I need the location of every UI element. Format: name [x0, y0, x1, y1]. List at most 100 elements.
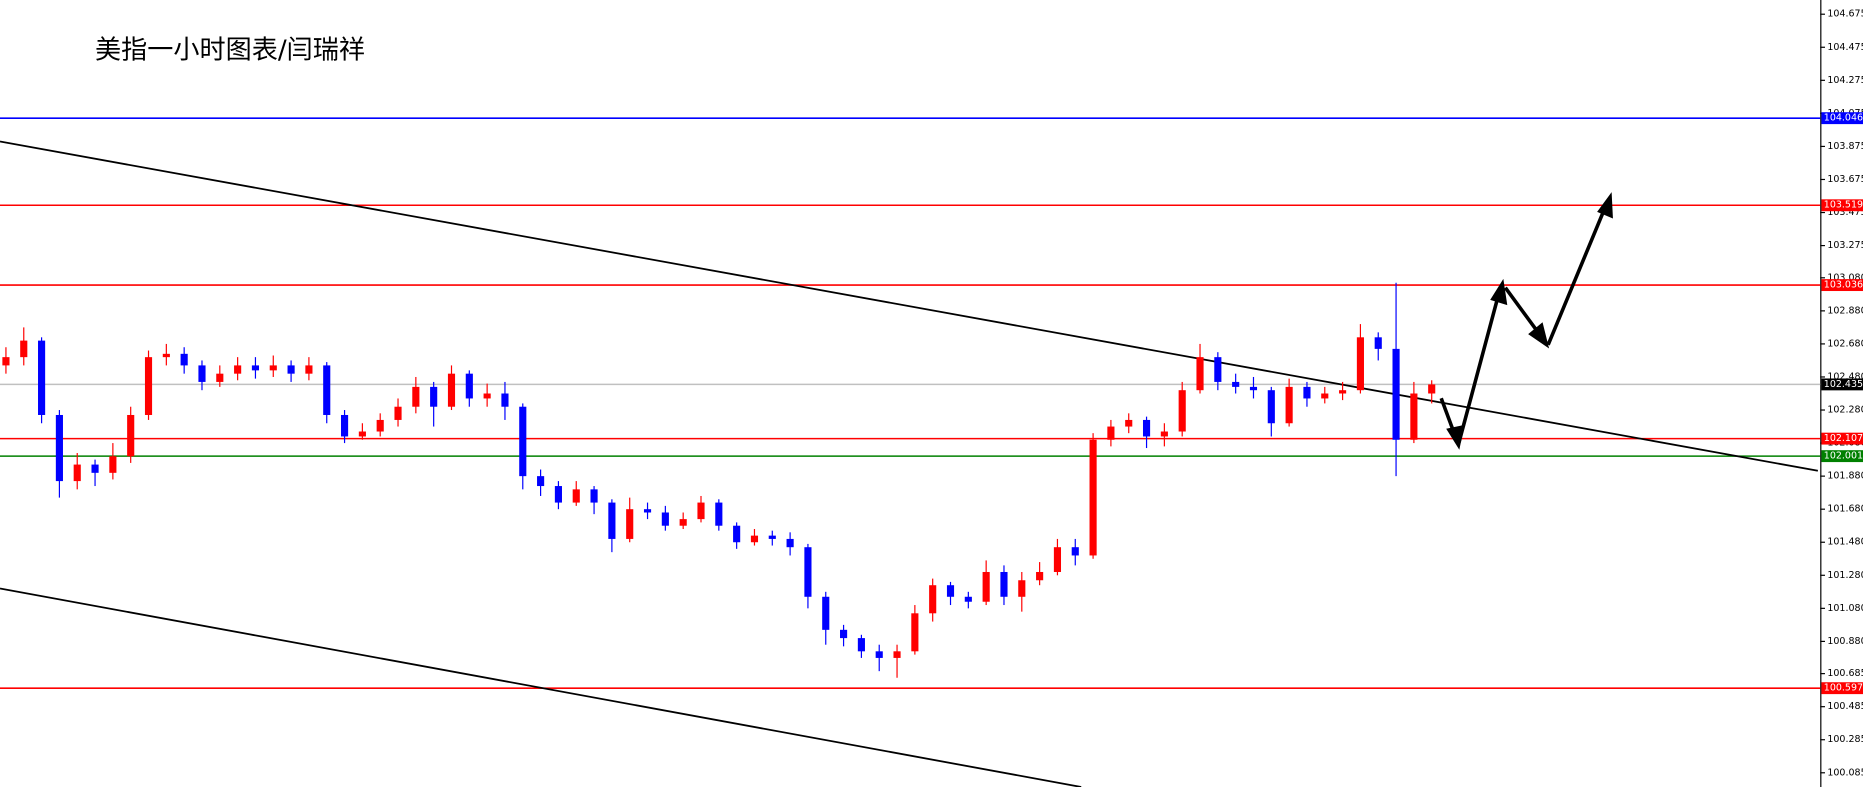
candle-body [1036, 571, 1044, 581]
candle-body [1053, 547, 1062, 572]
candle-body [1107, 426, 1115, 440]
y-tick-label: 100.485 [1827, 701, 1863, 712]
level-label-box [1821, 112, 1863, 125]
candle-body [1142, 419, 1151, 437]
y-tick-label: 104.675 [1827, 9, 1863, 20]
candle-body [1374, 337, 1382, 349]
candle-body [1285, 386, 1293, 424]
candle-body [144, 357, 153, 415]
candle-body [1178, 390, 1186, 432]
y-tick-label: 101.480 [1827, 537, 1863, 548]
candle-body [91, 464, 99, 473]
candle-body [786, 538, 794, 548]
level-label: 104.046 [1824, 113, 1863, 124]
candle-body [804, 547, 812, 597]
candle-body [38, 340, 46, 415]
y-tick-label: 102.680 [1827, 338, 1863, 349]
y-tick-label: 103.875 [1827, 141, 1863, 152]
candle-body [109, 456, 117, 473]
candle-body [412, 386, 420, 407]
candle-body [893, 651, 901, 658]
candle-body [73, 464, 81, 482]
y-tick-label: 104.475 [1827, 42, 1863, 53]
candle-body [857, 638, 865, 652]
y-tick-label: 100.685 [1827, 668, 1863, 679]
candle-body [590, 489, 598, 503]
candles [2, 282, 1436, 678]
candle-body [964, 596, 972, 602]
candle-body [1303, 386, 1311, 399]
arrow-head [1528, 322, 1550, 349]
candle-body [537, 476, 545, 487]
candle-body [1018, 580, 1026, 597]
candle-body [430, 386, 438, 407]
y-tick-label: 102.280 [1827, 405, 1863, 416]
candle-body [1232, 381, 1240, 387]
arrow-head [1597, 192, 1613, 219]
level-label: 103.036 [1824, 280, 1863, 291]
chart-title: 美指一小时图表/闫瑞祥 [95, 36, 365, 66]
candle-body [234, 365, 242, 374]
candle-body [501, 393, 509, 407]
level-label-box [1821, 682, 1863, 695]
candle-body [679, 519, 687, 526]
candle-body [216, 373, 224, 382]
candle-body [929, 585, 937, 614]
candle-body [1356, 337, 1364, 391]
candle-body [1071, 547, 1079, 556]
candle-body [55, 414, 63, 482]
y-tick-label: 100.085 [1827, 767, 1863, 778]
candle-body [875, 651, 883, 658]
y-tick-label: 102.480 [1827, 371, 1863, 382]
y-tick-label: 100.285 [1827, 734, 1863, 745]
level-label-box [1821, 199, 1863, 212]
candle-body [1267, 390, 1275, 424]
candle-body [1125, 419, 1133, 427]
candle-body [251, 365, 260, 371]
candle-body [554, 486, 562, 503]
candle-body [1410, 393, 1418, 440]
levels [0, 117, 1821, 689]
candle-body [162, 353, 170, 358]
candle-body [20, 340, 28, 358]
candle-body [626, 509, 634, 539]
candle-body [2, 357, 10, 366]
y-tick-label: 100.880 [1827, 636, 1863, 647]
candle-body [269, 365, 277, 371]
candle-body [1160, 431, 1168, 437]
level-label: 102.435 [1824, 379, 1863, 390]
y-tick-label: 103.475 [1827, 207, 1863, 218]
candle-body [1321, 393, 1329, 399]
candle-body [465, 373, 473, 399]
candle-body [1428, 384, 1436, 394]
arrow-head [1490, 278, 1508, 306]
candle-body [750, 535, 759, 543]
candle-body [1339, 390, 1347, 394]
y-tick-label: 102.880 [1827, 305, 1863, 316]
y-tick-label: 103.080 [1827, 272, 1863, 283]
candle-body [323, 365, 331, 415]
candle-body [1392, 348, 1400, 440]
y-tick-label: 104.275 [1827, 75, 1863, 86]
level-label-box [1821, 432, 1863, 445]
y-tick-label: 103.675 [1827, 174, 1863, 185]
candle-body [358, 431, 366, 437]
candle-body [608, 502, 616, 539]
level-label-box [1821, 378, 1863, 391]
candle-body [661, 512, 669, 526]
candle-body [394, 406, 402, 420]
level-label: 102.001 [1824, 451, 1863, 462]
trend-line [0, 140, 1819, 472]
arrow [1457, 290, 1502, 443]
price-axis: 104.675104.475104.275104.075103.875103.6… [1820, 9, 1863, 778]
candle-body [198, 365, 206, 382]
trend-line [0, 587, 1082, 787]
candle-body [643, 509, 652, 513]
candle-body [911, 613, 919, 652]
level-label: 103.519 [1824, 200, 1863, 211]
candle-body [180, 353, 188, 366]
candle-body [715, 502, 723, 526]
